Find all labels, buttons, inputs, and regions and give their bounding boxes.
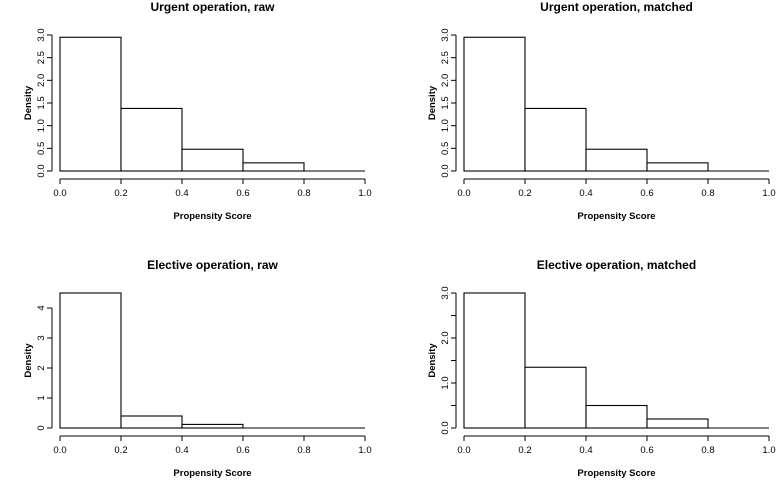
x-tick-label: 0.6	[640, 188, 653, 199]
chart-title: Urgent operation, matched	[540, 0, 693, 14]
x-tick-label: 0.4	[175, 445, 188, 456]
y-tick-label: 2	[36, 365, 47, 370]
x-tick-label: 0.2	[518, 445, 531, 456]
y-tick-label: 0	[36, 425, 47, 430]
y-tick-label: 1.0	[440, 376, 451, 389]
x-tick-label: 0.0	[53, 445, 66, 456]
y-tick-label: 0.0	[440, 421, 451, 434]
histogram-bar	[463, 292, 526, 429]
y-tick-label: 2.5	[36, 51, 47, 64]
histogram-bar	[181, 148, 244, 172]
y-tick-label: 2.5	[440, 51, 451, 64]
x-tick-label: 0.8	[297, 445, 310, 456]
x-tick-label: 0.4	[579, 445, 592, 456]
histogram-bar	[120, 415, 183, 429]
x-tick-label: 0.6	[640, 445, 653, 456]
y-tick-label: 1.5	[440, 96, 451, 109]
x-tick-label: 0.0	[457, 188, 470, 199]
y-axis-label: Density	[23, 85, 34, 120]
x-tick-label: 0.8	[701, 188, 714, 199]
y-tick-label: 0.5	[440, 142, 451, 155]
y-tick-label: 2.0	[440, 74, 451, 87]
y-tick-label: 1.0	[36, 119, 47, 132]
histogram-bar	[646, 418, 709, 429]
x-tick-label: 0.4	[579, 188, 592, 199]
y-tick-label: 1.0	[440, 119, 451, 132]
chart-title: Elective operation, matched	[537, 258, 696, 272]
y-tick-label: 0.5	[36, 142, 47, 155]
x-tick-label: 0.4	[175, 188, 188, 199]
y-tick-label: 2.0	[440, 331, 451, 344]
x-tick-label: 0.2	[114, 445, 127, 456]
histogram-bar	[120, 107, 183, 172]
histogram-bar	[524, 366, 587, 429]
x-axis-label: Propensity Score	[577, 211, 655, 222]
y-tick-label: 1	[36, 395, 47, 400]
x-axis-label: Propensity Score	[577, 468, 655, 479]
x-tick-label: 1.0	[762, 445, 775, 456]
y-tick-label: 3	[36, 335, 47, 340]
chart-title: Elective operation, raw	[147, 258, 278, 272]
y-tick-label: 0.0	[36, 164, 47, 177]
histogram-panel-4: Elective operation, matched 0.0 0.2 0.4 0.6 0…	[427, 258, 776, 479]
histogram-bar	[59, 36, 122, 172]
histogram-bar	[646, 162, 709, 172]
y-axis-label: Density	[427, 343, 438, 378]
y-axis-label: Density	[427, 85, 438, 120]
y-tick-label: 3.0	[440, 28, 451, 41]
x-axis-label: Propensity Score	[173, 211, 251, 222]
x-tick-label: 0.8	[701, 445, 714, 456]
x-axis-label: Propensity Score	[173, 468, 251, 479]
histogram-panel-2: Urgent operation, matched 0.0 0.2 0.4 0.6 0.8…	[427, 0, 776, 222]
x-tick-label: 1.0	[358, 188, 371, 199]
x-tick-label: 0.0	[53, 188, 66, 199]
x-tick-label: 0.8	[297, 188, 310, 199]
y-tick-label: 0.0	[440, 164, 451, 177]
x-tick-label: 1.0	[762, 188, 775, 199]
y-tick-label: 3.0	[440, 286, 451, 299]
histogram-bar	[585, 404, 648, 429]
histogram-bar	[463, 36, 526, 172]
histogram-bar	[242, 162, 305, 172]
histogram-bar	[524, 107, 587, 172]
y-tick-label: 3.0	[36, 28, 47, 41]
histogram-panel-3: Elective operation, raw 0.0 0.2 0.4 0.6 0.8 1.…	[23, 258, 372, 479]
histogram-bar	[181, 423, 244, 429]
y-axis-label: Density	[23, 343, 34, 378]
x-tick-label: 0.6	[236, 188, 249, 199]
chart-title: Urgent operation, raw	[150, 0, 275, 14]
histogram-panel-1: Urgent operation, raw 0.0 0.2 0.4 0.6 0.8 1.0 P…	[23, 0, 372, 222]
y-tick-label: 1.5	[36, 96, 47, 109]
x-tick-label: 0.6	[236, 445, 249, 456]
x-tick-label: 0.2	[518, 188, 531, 199]
histogram-bar	[585, 148, 648, 172]
histogram-bar	[59, 292, 122, 429]
x-tick-label: 0.2	[114, 188, 127, 199]
y-tick-label: 4	[36, 305, 47, 310]
x-tick-label: 1.0	[358, 445, 371, 456]
y-tick-label: 2.0	[36, 74, 47, 87]
x-tick-label: 0.0	[457, 445, 470, 456]
